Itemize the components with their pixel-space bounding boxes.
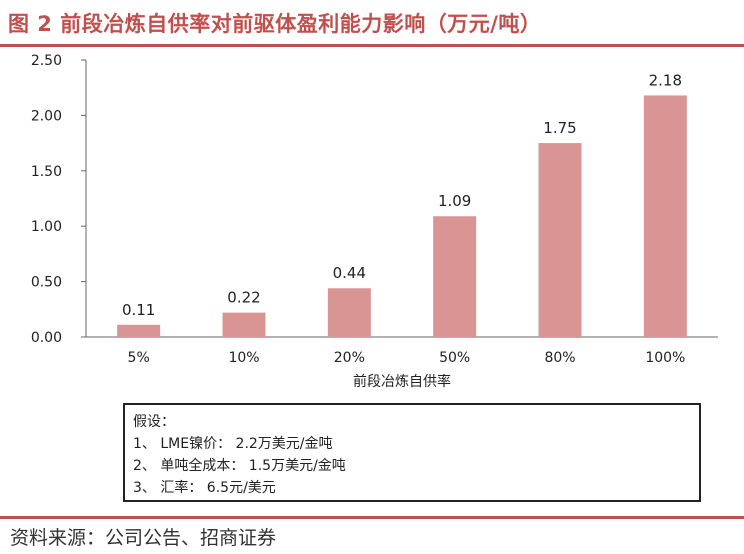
x-tick-label-6: 100% (645, 350, 685, 366)
x-tick-label-5: 80% (544, 350, 575, 366)
y-tick-label: 2.00 (31, 108, 62, 124)
assumption-item-3: 3、 汇率： 6.5元/美元 (133, 480, 276, 496)
x-tick-label-2: 10% (228, 350, 259, 366)
data-label-4: 1.09 (438, 192, 471, 210)
title-divider (0, 44, 744, 47)
source-note: 资料来源：公司公告、招商证券 (10, 527, 277, 549)
bar-1 (117, 324, 161, 337)
y-tick-label: 0.50 (31, 275, 62, 291)
assumption-item-1: 1、 LME镍价： 2.2万美元/金吨 (133, 436, 333, 452)
bar-5 (538, 143, 582, 337)
bar-2 (222, 312, 266, 337)
assumptions-heading: 假设： (133, 414, 175, 430)
data-label-5: 1.75 (543, 119, 576, 137)
y-tick-label: 1.50 (31, 164, 62, 180)
x-axis-title: 前段冶炼自供率 (353, 373, 451, 390)
bottom-divider (0, 516, 744, 519)
x-tick-label-1: 5% (128, 350, 150, 366)
data-label-3: 0.44 (333, 264, 366, 282)
bar-4 (433, 216, 477, 337)
assumption-item-2: 2、 单吨全成本： 1.5万美元/金吨 (133, 458, 346, 474)
data-label-2: 0.22 (227, 289, 260, 307)
data-label-1: 0.11 (122, 301, 155, 319)
x-tick-label-3: 20% (334, 350, 365, 366)
y-tick-label: 1.00 (31, 219, 62, 235)
figure-title: 图 2 前段冶炼自供率对前驱体盈利能力影响（万元/吨） (8, 12, 542, 36)
bar-chart: 0.00 0.50 1.00 1.50 2.00 2.50 0.11 5% 0.22 10% 0.4… (31, 53, 718, 390)
data-label-6: 2.18 (649, 71, 682, 89)
assumptions-box: 假设： 1、 LME镍价： 2.2万美元/金吨 2、 单吨全成本： 1.5万美元… (123, 403, 701, 502)
bar-6 (643, 95, 687, 338)
y-tick-label: 0.00 (31, 330, 62, 346)
y-tick-label: 2.50 (31, 53, 62, 69)
bar-3 (327, 288, 371, 337)
x-tick-label-4: 50% (439, 350, 470, 366)
